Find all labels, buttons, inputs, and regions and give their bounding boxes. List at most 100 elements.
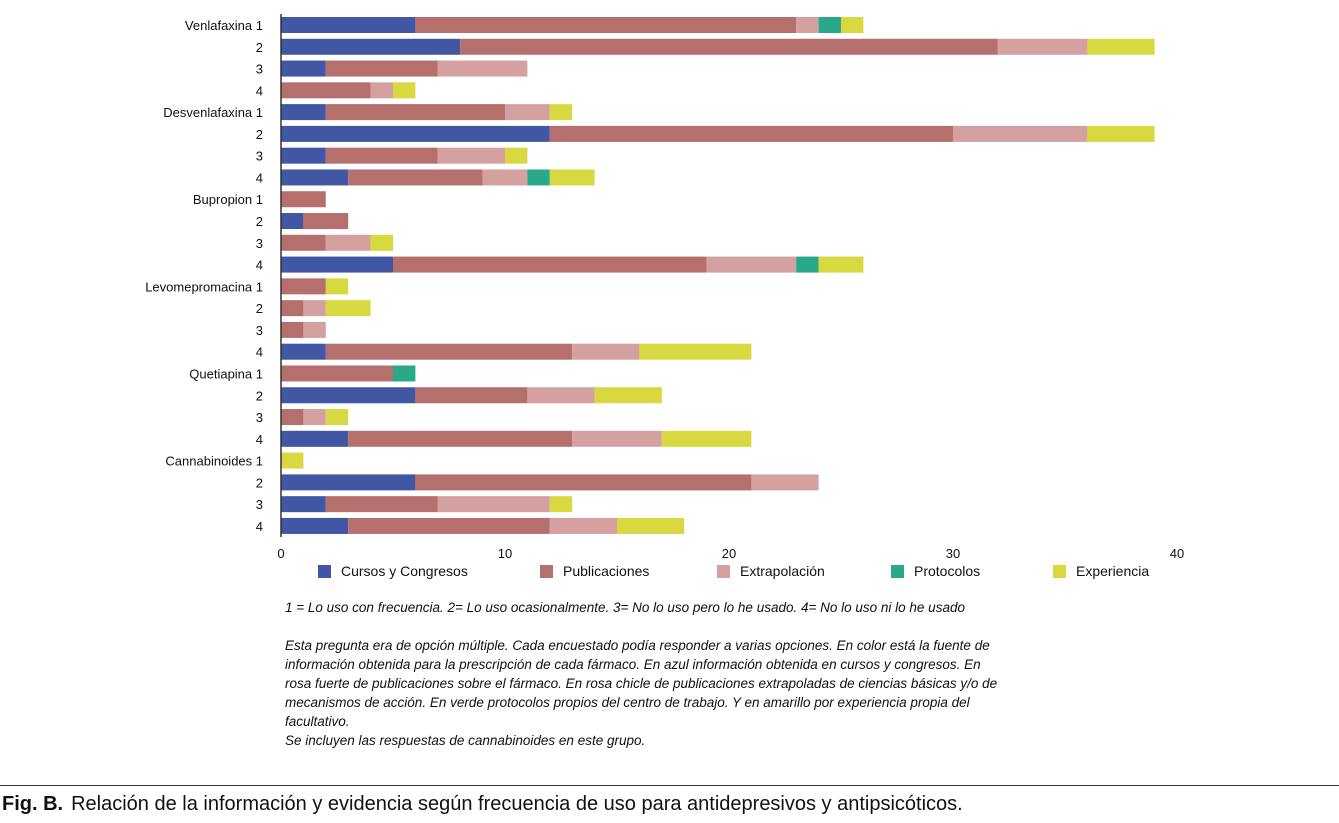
bar-segment-publicaciones <box>281 82 371 99</box>
bar-segment-extrapolación <box>706 256 797 273</box>
category-label: 4 <box>256 170 263 185</box>
bar-segment-extrapolación <box>370 82 393 99</box>
bar-segment-experiencia <box>505 147 528 164</box>
bar-segment-extrapolación <box>482 169 528 186</box>
bar-segment-publicaciones <box>325 496 438 513</box>
bar-segment-experiencia <box>393 82 416 99</box>
bar-segment-publicaciones <box>415 17 797 33</box>
bar-segment-publicaciones <box>281 321 304 338</box>
category-label: 3 <box>256 323 263 338</box>
x-tick-label: 20 <box>722 546 736 560</box>
bar-segment-publicaciones <box>348 169 483 186</box>
category-label: 3 <box>256 236 263 251</box>
bar-segment-publicaciones <box>325 104 505 121</box>
category-label: Venlafaxina 1 <box>185 18 263 33</box>
bar-segment-publicaciones <box>549 125 953 142</box>
category-label: 3 <box>256 149 263 164</box>
category-label: 2 <box>256 214 263 229</box>
x-tick-label: 10 <box>498 546 512 560</box>
bar-segment-cursos-y-congresos <box>281 256 393 273</box>
bar-segment-experiencia <box>325 300 371 317</box>
bar-segment-publicaciones <box>281 300 304 317</box>
category-label: Cannabinoides 1 <box>165 454 263 469</box>
bar-segment-experiencia <box>639 343 752 360</box>
bar-segment-cursos-y-congresos <box>281 147 326 164</box>
category-label: 2 <box>256 127 263 142</box>
note-line: Esta pregunta era de opción múltiple. Ca… <box>285 638 990 653</box>
figure-caption: Fig. B. Relación de la información y evid… <box>2 793 963 816</box>
bar-segment-experiencia <box>617 517 685 534</box>
bar-segment-publicaciones <box>281 191 326 208</box>
bar-segment-extrapolación <box>751 474 819 491</box>
bar-segment-experiencia <box>281 452 304 469</box>
bar-segment-experiencia <box>661 430 752 447</box>
category-label: Levomepromacina 1 <box>145 279 263 294</box>
legend-swatch <box>318 564 331 578</box>
category-label: 4 <box>256 258 263 273</box>
bar-segment-publicaciones <box>281 234 326 251</box>
x-tick-label: 0 <box>277 546 284 560</box>
bar-segment-experiencia <box>549 169 595 186</box>
bar-segment-extrapolación <box>437 496 550 513</box>
category-label: 4 <box>256 519 263 534</box>
scale-note: 1 = Lo uso con frecuencia. 2= Lo uso oca… <box>285 600 965 615</box>
category-label: Quetiapina 1 <box>189 366 263 381</box>
bar-segment-cursos-y-congresos <box>281 343 326 360</box>
bar-segment-experiencia <box>1087 38 1155 55</box>
legend-label: Publicaciones <box>563 563 650 579</box>
bar-segment-experiencia <box>549 496 573 513</box>
bar-segment-extrapolación <box>437 60 528 77</box>
bar-segment-publicaciones <box>415 474 752 491</box>
bar-segment-protocolos <box>818 17 841 33</box>
bar-segment-experiencia <box>325 278 349 295</box>
bar-segment-protocolos <box>527 169 550 186</box>
legend-label: Protocolos <box>914 563 981 579</box>
category-label: 3 <box>256 62 263 77</box>
bar-segment-experiencia <box>1087 125 1155 142</box>
bar-segment-extrapolación <box>953 125 1088 142</box>
divider <box>0 785 1339 786</box>
category-label: 2 <box>256 388 263 403</box>
bar-segment-publicaciones <box>325 147 438 164</box>
bar-segment-publicaciones <box>325 60 438 77</box>
bar-segment-extrapolación <box>997 38 1088 55</box>
bar-segment-experiencia <box>325 409 349 426</box>
bar-segment-publicaciones <box>348 430 573 447</box>
bar-segment-publicaciones <box>281 409 304 426</box>
bar-segment-publicaciones <box>460 38 998 55</box>
legend-swatch <box>717 564 730 578</box>
bar-segment-extrapolación <box>572 343 640 360</box>
legend-label: Cursos y Congresos <box>341 563 468 579</box>
bar-segment-cursos-y-congresos <box>281 213 304 230</box>
x-tick-label: 40 <box>1170 546 1184 560</box>
legend-item-publicaciones: Publicaciones <box>540 563 717 579</box>
bar-segment-publicaciones <box>303 213 349 230</box>
caption-text: Relación de la información y evidencia s… <box>71 793 963 815</box>
legend-swatch <box>1053 564 1066 578</box>
bar-segment-publicaciones <box>348 517 550 534</box>
bar-segment-extrapolación <box>437 147 505 164</box>
note-line: mecanismos de acción. En verde protocolo… <box>285 695 970 710</box>
bar-segment-experiencia <box>594 387 662 404</box>
bar-segment-cursos-y-congresos <box>281 17 416 33</box>
legend-item-cursos: Cursos y Congresos <box>318 563 540 579</box>
bar-segment-cursos-y-congresos <box>281 517 349 534</box>
bar-segment-cursos-y-congresos <box>281 496 326 513</box>
bar-segment-cursos-y-congresos <box>281 38 461 55</box>
bar-segment-extrapolación <box>796 17 819 33</box>
bar-segment-cursos-y-congresos <box>281 104 326 121</box>
category-label: 4 <box>256 83 263 98</box>
category-label: Bupropion 1 <box>193 192 263 207</box>
bar-segment-experiencia <box>549 104 573 121</box>
caption-label: Fig. B. <box>2 793 64 815</box>
bar-segment-publicaciones <box>415 387 528 404</box>
bar-segment-extrapolación <box>505 104 550 121</box>
bar-segment-extrapolación <box>572 430 662 447</box>
bar-segment-cursos-y-congresos <box>281 169 349 186</box>
bar-segment-experiencia <box>818 256 864 273</box>
legend-swatch <box>891 564 904 578</box>
category-label: 2 <box>256 40 263 55</box>
legend-item-protocolos: Protocolos <box>891 563 1053 579</box>
legend-swatch <box>540 564 553 578</box>
category-label: 2 <box>256 301 263 316</box>
